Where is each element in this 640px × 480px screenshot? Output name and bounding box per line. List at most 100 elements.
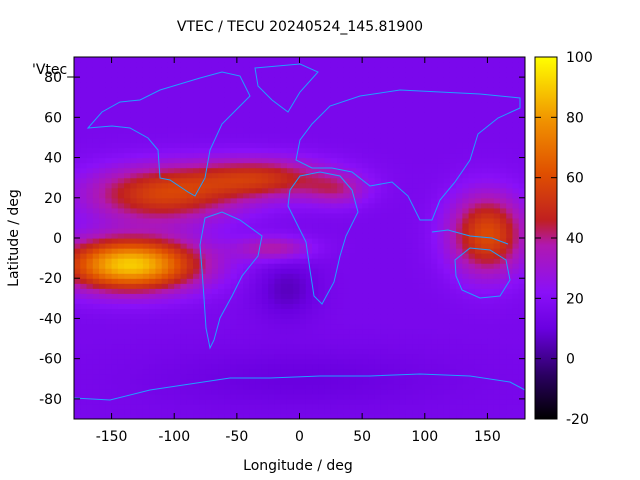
heatmap-cell (393, 197, 401, 204)
heatmap-cell (343, 278, 351, 284)
heatmap-cell (161, 212, 169, 219)
heatmap-cell (274, 373, 282, 380)
heatmap-cell (142, 353, 150, 360)
heatmap-cell (393, 263, 401, 269)
heatmap-cell (224, 413, 232, 419)
heatmap-cell (380, 268, 388, 274)
heatmap-cell (161, 393, 169, 400)
heatmap-cell (337, 182, 344, 189)
heatmap-cell (111, 358, 119, 365)
heatmap-cell (211, 373, 219, 380)
heatmap-cell (174, 238, 182, 244)
heatmap-cell (80, 278, 88, 284)
heatmap-cell (324, 117, 332, 123)
heatmap-cell (324, 192, 332, 199)
heatmap-cell (349, 408, 357, 415)
heatmap-cell (111, 217, 119, 224)
heatmap-cell (99, 403, 106, 410)
heatmap-cell (218, 383, 225, 390)
heatmap-cell (374, 202, 382, 209)
heatmap-cell (243, 303, 250, 309)
heatmap-cell (468, 227, 476, 234)
heatmap-cell (199, 338, 207, 345)
heatmap-cell (155, 82, 163, 88)
heatmap-cell (274, 97, 282, 103)
heatmap-cell (312, 283, 319, 289)
heatmap-cell (142, 343, 150, 350)
heatmap-cell (286, 167, 294, 174)
heatmap-cell (387, 222, 395, 229)
heatmap-cell (468, 77, 476, 83)
heatmap-cell (330, 202, 338, 209)
heatmap-cell (468, 243, 476, 249)
heatmap-cell (99, 107, 106, 113)
heatmap-cell (405, 157, 413, 164)
heatmap-cell (218, 177, 225, 184)
heatmap-cell (286, 92, 294, 98)
heatmap-cell (205, 122, 213, 128)
heatmap-cell (299, 117, 307, 123)
heatmap-cell (343, 413, 351, 419)
heatmap-cell (431, 57, 438, 63)
heatmap-cell (149, 82, 157, 88)
heatmap-cell (474, 132, 482, 139)
heatmap-cell (155, 212, 163, 219)
heatmap-cell (299, 177, 307, 184)
heatmap-cell (142, 248, 150, 254)
heatmap-cell (387, 192, 395, 199)
heatmap-cell (456, 107, 463, 113)
heatmap-cell (462, 142, 470, 149)
heatmap-cell (318, 117, 326, 123)
heatmap-cell (180, 373, 188, 380)
heatmap-cell (111, 283, 119, 289)
heatmap-cell (443, 212, 451, 219)
heatmap-cell (261, 283, 269, 289)
heatmap-cell (462, 107, 470, 113)
heatmap-cell (312, 122, 319, 128)
heatmap-cell (449, 232, 457, 239)
heatmap-cell (268, 388, 276, 395)
heatmap-cell (174, 368, 182, 375)
heatmap-cell (487, 278, 495, 284)
heatmap-cell (92, 253, 100, 259)
heatmap-cell (368, 388, 376, 395)
heatmap-cell (431, 202, 438, 209)
heatmap-cell (481, 333, 489, 340)
heatmap-cell (74, 313, 81, 320)
heatmap-cell (105, 308, 113, 315)
heatmap-cell (193, 77, 200, 83)
heatmap-cell (211, 192, 219, 199)
heatmap-cell (405, 192, 413, 199)
heatmap-cell (161, 127, 169, 134)
heatmap-cell (236, 293, 244, 299)
heatmap-cell (449, 303, 457, 309)
heatmap-cell (205, 82, 213, 88)
heatmap-cell (418, 102, 426, 108)
heatmap-cell (493, 333, 501, 340)
heatmap-cell (299, 167, 307, 174)
heatmap-cell (74, 393, 81, 400)
heatmap-cell (443, 137, 451, 144)
heatmap-cell (481, 348, 489, 355)
heatmap-cell (449, 187, 457, 194)
heatmap-cell (130, 238, 138, 244)
heatmap-cell (211, 182, 219, 189)
heatmap-cell (380, 308, 388, 315)
heatmap-cell (405, 288, 413, 294)
heatmap-cell (130, 197, 138, 204)
heatmap-cell (431, 207, 438, 214)
heatmap-cell (418, 368, 426, 375)
heatmap-cell (86, 132, 94, 139)
heatmap-cell (161, 192, 169, 199)
heatmap-cell (230, 227, 238, 234)
heatmap-cell (205, 318, 213, 325)
heatmap-cell (211, 152, 219, 159)
heatmap-cell (286, 248, 294, 254)
heatmap-cell (268, 278, 276, 284)
heatmap-cell (355, 363, 363, 370)
heatmap-cell (374, 152, 382, 159)
heatmap-cell (230, 167, 238, 174)
heatmap-cell (261, 137, 269, 144)
heatmap-cell (80, 217, 88, 224)
heatmap-cell (180, 348, 188, 355)
